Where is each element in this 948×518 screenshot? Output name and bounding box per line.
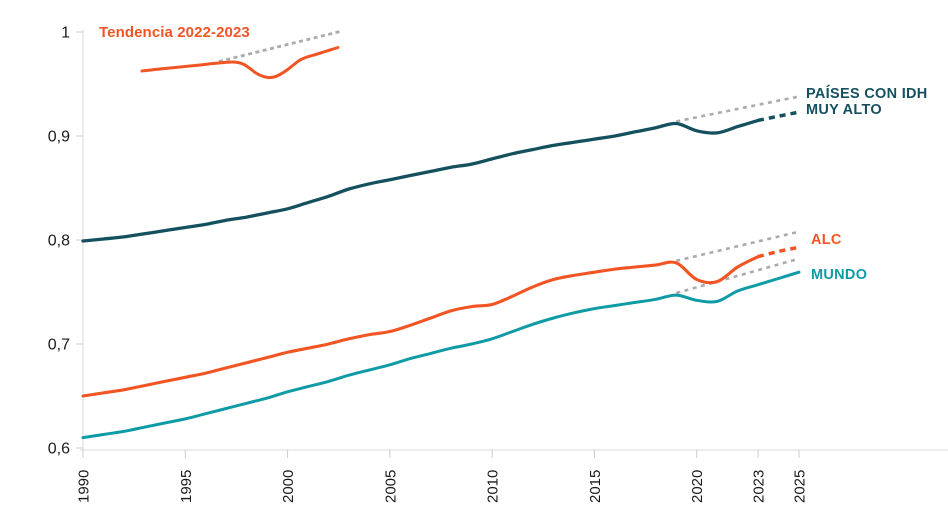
- series-label-paises-idh-line2: MUY ALTO: [806, 102, 882, 118]
- series-line-idh_muy_alto: [81, 118, 760, 243]
- legend-example-trend-line: [218, 30, 341, 63]
- y-tick-label: 0,9: [48, 129, 70, 146]
- series-label-paises-idh-line1: PAÍSES CON IDH: [806, 86, 928, 102]
- x-tick-label: 2010: [485, 470, 502, 503]
- series-label-paises-idh-muy-alto: PAÍSES CON IDH MUY ALTO: [806, 86, 928, 118]
- y-tick-label: 1: [61, 25, 70, 42]
- series-line-mundo: [81, 270, 801, 440]
- trend-line-alc: [676, 230, 800, 263]
- series-line-alc: [81, 255, 760, 398]
- x-tick-label: 2005: [382, 470, 399, 503]
- series-label-alc: ALC: [811, 232, 842, 248]
- trend-line-mundo: [675, 257, 800, 295]
- y-tick-label: 0,7: [48, 337, 70, 354]
- legend-example-line: [140, 46, 340, 80]
- x-tick-label: 2015: [587, 470, 604, 503]
- x-tick-label: 2023: [751, 470, 768, 503]
- y-tick-label: 0,8: [48, 233, 70, 250]
- projection-line-idh_muy_alto: [757, 110, 800, 123]
- projection-line-alc: [757, 245, 800, 259]
- x-tick-label: 2020: [689, 470, 706, 503]
- trend-legend-label: Tendencia 2022-2023: [99, 24, 250, 41]
- x-tick-label: 1990: [76, 470, 93, 503]
- x-tick-label: 1995: [178, 470, 195, 503]
- x-tick-label: 2025: [792, 470, 809, 503]
- series-label-mundo: MUNDO: [811, 267, 868, 283]
- trend-line-idh_muy_alto: [676, 95, 800, 123]
- x-tick-label: 2000: [280, 470, 297, 503]
- y-tick-label: 0,6: [48, 441, 70, 458]
